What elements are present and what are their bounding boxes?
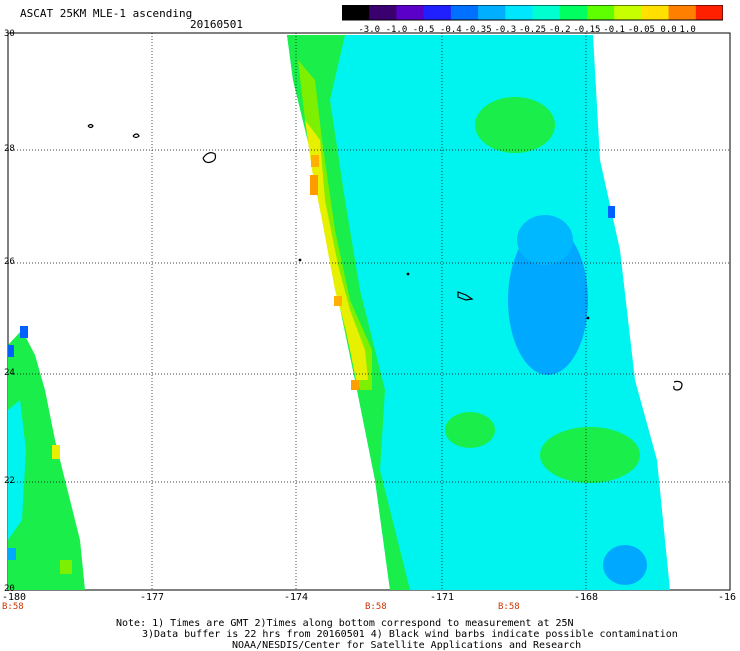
colorbar-swatch [641,5,670,20]
lat-labels: 30 28 26 24 22 20 [4,29,15,594]
lon-label: -180 [2,592,26,603]
colorbar: -3.0 -1.0 -0.5 -0.4 -0.35 -0.3 -0.25 -0.2 -0.15-… [342,5,723,35]
colorbar-label: -3.0 [358,25,380,35]
right-swath [287,35,670,590]
colorbar-labels: -3.0 -1.0 -0.5 -0.4 -0.35 -0.3 -0.25 -0.2 -0.15-… [358,25,695,35]
time-labels: B:58 B:58 B:58 [2,602,520,612]
time-label: B:58 [365,602,387,612]
lon-label: -168 [574,592,598,603]
colorbar-label: -0.1 [603,25,625,35]
lat-label: 28 [4,144,15,154]
colorbar-swatch [369,5,397,20]
colorbar-label: -0.35 [465,25,492,35]
lon-label: -174 [284,592,308,603]
lat-label: 22 [4,476,15,486]
colorbar-label: -0.05 [628,25,655,35]
lon-label: -177 [140,592,164,603]
map-title: ASCAT 25KM MLE-1 ascending [20,7,193,20]
note-line-2: 3)Data buffer is 22 hrs from 20160501 4)… [142,629,678,640]
colorbar-swatch [532,5,561,20]
colorbar-swatch [586,5,615,20]
map-date: 20160501 [190,18,243,31]
colorbar-swatches [342,5,723,20]
green-patch [475,97,555,153]
lon-label: -171 [430,592,454,603]
grid [8,33,730,590]
lon-labels: -180 -177 -174 -171 -168 -16 [2,592,736,603]
colorbar-swatch [423,5,452,20]
colorbar-swatch [450,5,479,20]
lat-label: 20 [4,584,15,594]
colorbar-label: 1.0 [680,25,696,35]
colorbar-label: -0.25 [519,25,546,35]
blue-patch [508,225,588,375]
green-patch [540,427,640,483]
time-label: B:58 [2,602,24,612]
colorbar-label: -0.4 [440,25,462,35]
colorbar-swatch [396,5,425,20]
lat-label: 24 [4,368,15,378]
note-line-3: NOAA/NESDIS/Center for Satellite Applica… [232,640,582,651]
colorbar-label: -0.15 [573,25,600,35]
lat-label: 26 [4,257,15,267]
colorbar-border [342,5,723,21]
colorbar-swatch [478,5,506,20]
left-swath [8,326,85,590]
colorbar-label: -1.0 [386,25,408,35]
colorbar-label: -0.2 [549,25,571,35]
lon-label: -16 [718,592,736,603]
lat-label: 30 [4,29,15,39]
colorbar-label: -0.5 [413,25,435,35]
islands [87,123,683,391]
colorbar-label: -0.3 [494,25,516,35]
blue-patch [603,545,647,585]
colorbar-swatch [559,5,588,20]
colorbar-swatch [505,5,533,20]
note-line-1: Note: 1) Times are GMT 2)Times along bot… [116,618,574,629]
colorbar-swatch [695,5,723,20]
colorbar-swatch [614,5,642,20]
colorbar-label: 0.0 [660,25,676,35]
colorbar-swatch [668,5,697,20]
colorbar-swatch [342,5,370,20]
time-label: B:58 [498,602,520,612]
